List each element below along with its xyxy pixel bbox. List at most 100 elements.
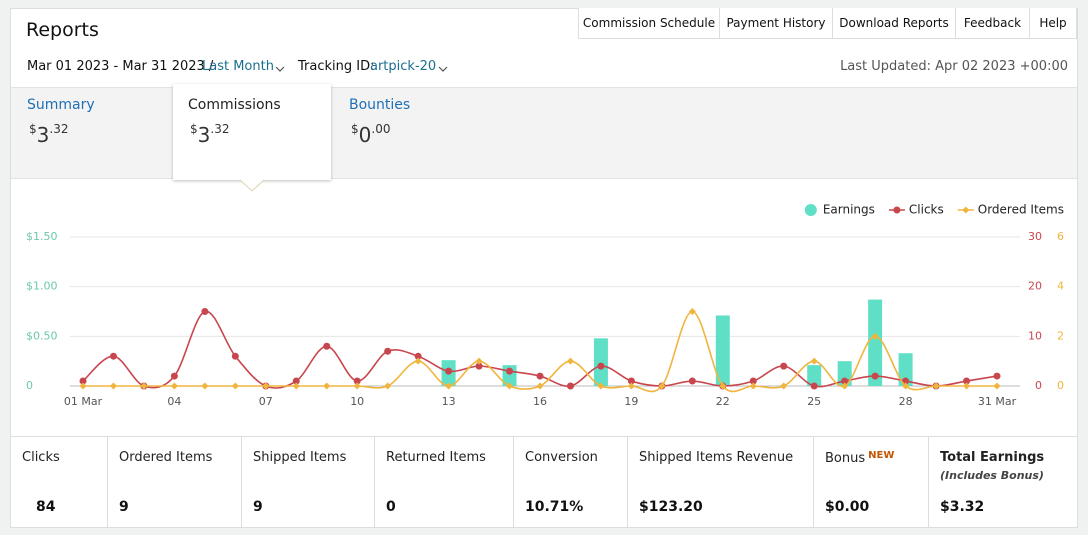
- point: [597, 362, 605, 370]
- x-tick-label: 22: [716, 395, 730, 408]
- stat: Shipped Items 9: [241, 437, 374, 527]
- legend-swatch: [962, 206, 970, 214]
- stat-value: $0.00: [825, 499, 870, 515]
- page-title: Reports: [26, 19, 99, 41]
- point: [140, 382, 148, 390]
- point: [963, 377, 971, 385]
- nav-button[interactable]: Commission Schedule: [578, 8, 720, 39]
- stat-value: $123.20: [639, 499, 703, 515]
- x-tick-label: 07: [259, 395, 273, 408]
- point: [170, 382, 178, 390]
- point: [932, 382, 940, 390]
- currency: $: [351, 122, 359, 136]
- nav-button[interactable]: Help: [1029, 8, 1077, 39]
- y2-tick-label: 20: [1028, 280, 1042, 293]
- point: [170, 372, 178, 380]
- point: [414, 357, 422, 365]
- x-tick-label: 10: [350, 395, 364, 408]
- point: [536, 372, 544, 380]
- stat: Shipped Items Revenue $123.20: [627, 437, 813, 527]
- stat-label: Ordered Items: [119, 450, 213, 465]
- point: [109, 352, 117, 360]
- point: [475, 362, 483, 370]
- stat-label: Shipped Items: [253, 450, 347, 465]
- point: [292, 382, 300, 390]
- point: [79, 377, 87, 385]
- point: [688, 308, 696, 315]
- point: [506, 382, 514, 390]
- chevron: [438, 66, 448, 72]
- legend-label: Earnings: [823, 203, 875, 217]
- point: [109, 382, 117, 390]
- point: [688, 377, 696, 385]
- point: [445, 382, 453, 390]
- x-tick-label: 25: [807, 395, 821, 408]
- point: [566, 382, 574, 390]
- tab-label[interactable]: Bounties: [349, 97, 411, 113]
- x-tick-label: 19: [624, 395, 638, 408]
- nav-button[interactable]: Feedback: [955, 8, 1030, 39]
- stat-label: Total Earnings: [940, 450, 1045, 465]
- stat: Total Earnings (Includes Bonus) $3.32: [928, 437, 1077, 527]
- x-tick-label: 16: [533, 395, 547, 408]
- period-select[interactable]: Last Month: [202, 59, 274, 74]
- nav-button[interactable]: Payment History: [719, 8, 833, 39]
- point: [323, 342, 331, 350]
- point: [627, 382, 635, 390]
- tab-label[interactable]: Summary: [27, 97, 95, 113]
- stat-value: 0: [386, 499, 396, 515]
- last-updated: Last Updated: Apr 02 2023 +00:00: [840, 59, 1068, 74]
- stat: Clicks 84: [11, 437, 107, 527]
- chevron: [275, 66, 285, 72]
- y2-tick-label: 10: [1028, 329, 1042, 342]
- x-tick-label: 04: [167, 395, 181, 408]
- tab-amount: $3.32: [29, 122, 68, 147]
- stat-label: Shipped Items Revenue: [639, 450, 794, 465]
- point: [780, 362, 788, 370]
- stat-label: Conversion: [525, 450, 598, 465]
- point: [475, 357, 483, 365]
- stat: Returned Items 0: [374, 437, 513, 527]
- stat-label: Returned Items: [386, 450, 486, 465]
- stat-value: $3.32: [940, 499, 985, 515]
- stat: Bonus NEW $0.00: [813, 437, 928, 527]
- amount-fraction: .00: [371, 122, 391, 136]
- y-tick-label: $1.50: [26, 230, 58, 243]
- point: [810, 382, 818, 390]
- tab-amount: $0.00: [351, 122, 390, 147]
- y-tick-label: $0.50: [26, 329, 58, 342]
- legend-label: Clicks: [909, 203, 944, 217]
- point: [719, 382, 727, 390]
- point: [384, 382, 392, 390]
- amount-whole: 0: [358, 123, 372, 147]
- nav-button[interactable]: Download Reports: [832, 8, 956, 39]
- y-tick-label: $1.00: [26, 280, 58, 293]
- tracking-select[interactable]: artpick-20: [370, 59, 437, 74]
- stat-value: 84: [36, 499, 56, 515]
- legend-label: Ordered Items: [978, 203, 1064, 217]
- point: [658, 382, 666, 390]
- stat-label: Clicks: [22, 450, 60, 465]
- x-tick-label: 28: [899, 395, 913, 408]
- point: [536, 382, 544, 390]
- stat-value: 10.71%: [525, 499, 584, 515]
- x-tick-label: 13: [442, 395, 456, 408]
- point: [780, 382, 788, 390]
- point: [871, 372, 879, 380]
- x-tick-label: 01 Mar: [64, 395, 103, 408]
- stat-value: 9: [253, 499, 263, 515]
- tracking-label: Tracking ID:: [298, 59, 375, 74]
- point: [597, 382, 605, 390]
- tab-label[interactable]: Commissions: [188, 97, 281, 113]
- currency: $: [29, 122, 37, 136]
- point: [902, 382, 910, 390]
- point: [841, 382, 849, 390]
- point: [993, 372, 1001, 380]
- amount-fraction: .32: [210, 122, 230, 136]
- point: [871, 332, 879, 340]
- y-tick-label: 0: [26, 379, 33, 392]
- amount-whole: 3: [36, 123, 50, 147]
- point: [79, 382, 87, 390]
- bar: [868, 299, 883, 386]
- currency: $: [190, 122, 198, 136]
